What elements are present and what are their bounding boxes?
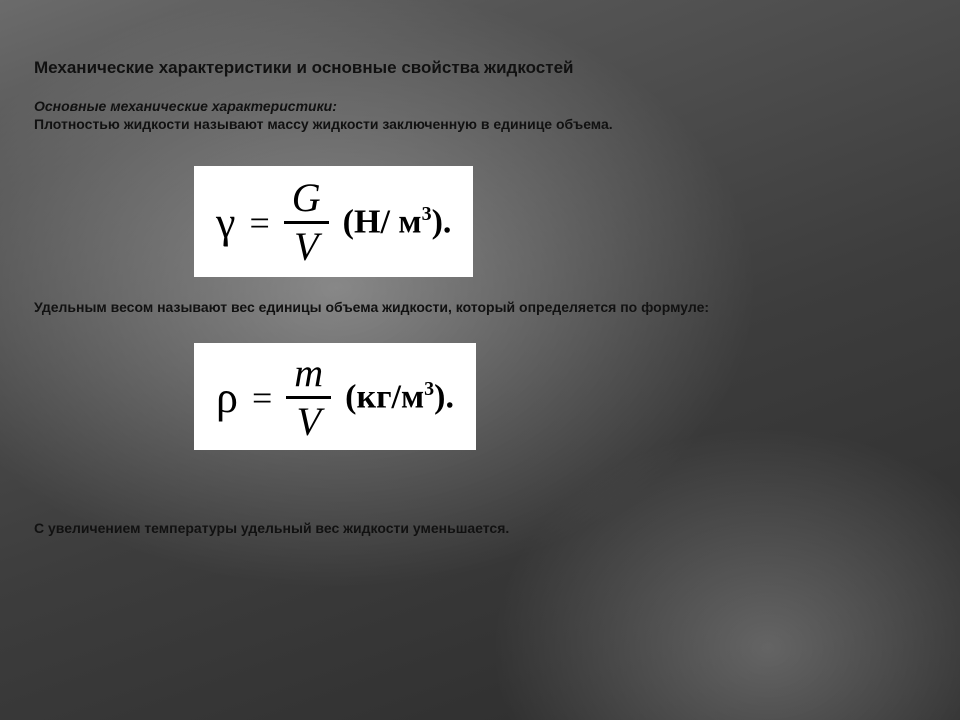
units-kg-per-m3: (кг/м3). [345,378,454,416]
paragraph-density: Плотностью жидкости называют массу жидко… [34,116,926,132]
fraction-m-over-v: m V [286,353,331,442]
slide: Механические характеристики и основные с… [0,0,960,720]
equals-sign: = [249,202,269,244]
symbol-gamma: γ [216,201,235,245]
units-b: м [401,379,424,416]
units-a: Н [354,204,380,241]
units-b: м [398,204,421,241]
subheading: Основные механические характеристики: [34,98,926,114]
units-open: ( [345,379,356,416]
denominator: V [289,402,329,442]
numerator: G [284,178,329,218]
fraction-g-over-v: G V [284,178,329,267]
units-close: ). [432,204,452,241]
units-close: ). [434,379,454,416]
formula-box-gamma: γ = G V (Н/ м3). [194,166,473,277]
equals-sign: = [252,377,272,419]
symbol-rho: ρ [216,376,238,420]
units-slash: / [392,379,401,416]
units-exp: 3 [422,203,432,225]
paragraph-temperature-note: С увеличением температуры удельный вес ж… [34,520,926,536]
paragraph-specific-weight: Удельным весом называют вес единицы объе… [34,299,926,315]
units-exp: 3 [424,378,434,400]
units-slash: / [380,204,398,241]
units-n-per-m3: (Н/ м3). [343,203,452,241]
slide-title: Механические характеристики и основные с… [34,58,926,78]
denominator: V [286,227,326,267]
units-open: ( [343,204,354,241]
formula-rho: ρ = m V (кг/м3). [216,353,454,442]
numerator: m [286,353,331,393]
units-a: кг [357,379,392,416]
formula-gamma: γ = G V (Н/ м3). [216,178,451,267]
formula-box-rho: ρ = m V (кг/м3). [194,343,476,450]
